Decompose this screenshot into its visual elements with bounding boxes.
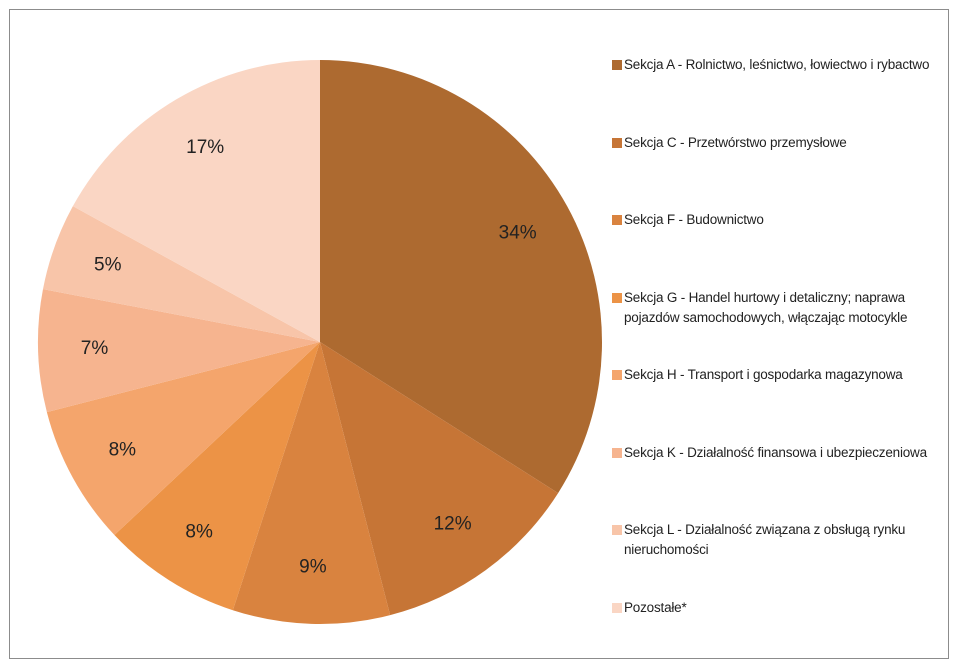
legend-item: Sekcja F - Budownictwo [612, 210, 947, 230]
legend-item: Sekcja C - Przetwórstwo przemysłowe [612, 133, 947, 153]
legend-swatch [612, 292, 622, 303]
legend-label: Sekcja G - Handel hurtowy i detaliczny; … [624, 289, 908, 325]
legend-label: Sekcja L - Działalność związana z obsług… [624, 522, 906, 557]
pie-slice [38, 289, 320, 413]
pie-slice [42, 206, 320, 342]
pie-slice [72, 60, 320, 342]
pie-slice [46, 342, 320, 536]
legend-item: Pozostałe* [612, 598, 947, 618]
legend-swatch [612, 602, 622, 613]
legend-label: Sekcja A - Rolnictwo, leśnictwo, łowiect… [624, 57, 930, 72]
legend-swatch [612, 137, 622, 148]
legend-item: Sekcja L - Działalność związana z obsług… [612, 520, 947, 560]
legend-item: Sekcja H - Transport i gospodarka magazy… [612, 365, 947, 385]
legend-swatch [612, 447, 622, 458]
data-label: 12% [434, 514, 472, 535]
legend-swatch [612, 215, 622, 225]
legend-item: Sekcja A - Rolnictwo, leśnictwo, łowiect… [612, 55, 947, 75]
legend-label: Sekcja H - Transport i gospodarka magazy… [624, 367, 903, 382]
data-label: 9% [299, 557, 327, 578]
pie-slice [114, 342, 320, 611]
data-label: 8% [109, 440, 137, 461]
legend-label: Sekcja F - Budownictwo [624, 212, 764, 227]
data-label: 34% [499, 222, 537, 243]
legend-swatch [612, 370, 622, 380]
legend-label: Sekcja C - Przetwórstwo przemysłowe [624, 134, 847, 150]
data-label: 7% [81, 338, 109, 359]
legend-label: Pozostałe* [624, 599, 687, 615]
data-label: 8% [185, 521, 213, 542]
data-label: 5% [94, 255, 122, 276]
data-label: 17% [186, 137, 224, 158]
legend-item: Sekcja K - Działalność finansowa i ubezp… [612, 443, 947, 463]
legend-swatch [612, 525, 622, 535]
pie-slice [320, 342, 559, 616]
legend-item: Sekcja G - Handel hurtowy i detaliczny; … [612, 288, 947, 328]
legend-label: Sekcja K - Działalność finansowa i ubezp… [624, 444, 927, 460]
pie-slice [232, 342, 391, 624]
chart-frame [9, 9, 949, 659]
legend-swatch [612, 60, 622, 70]
pie-slice [320, 60, 602, 494]
